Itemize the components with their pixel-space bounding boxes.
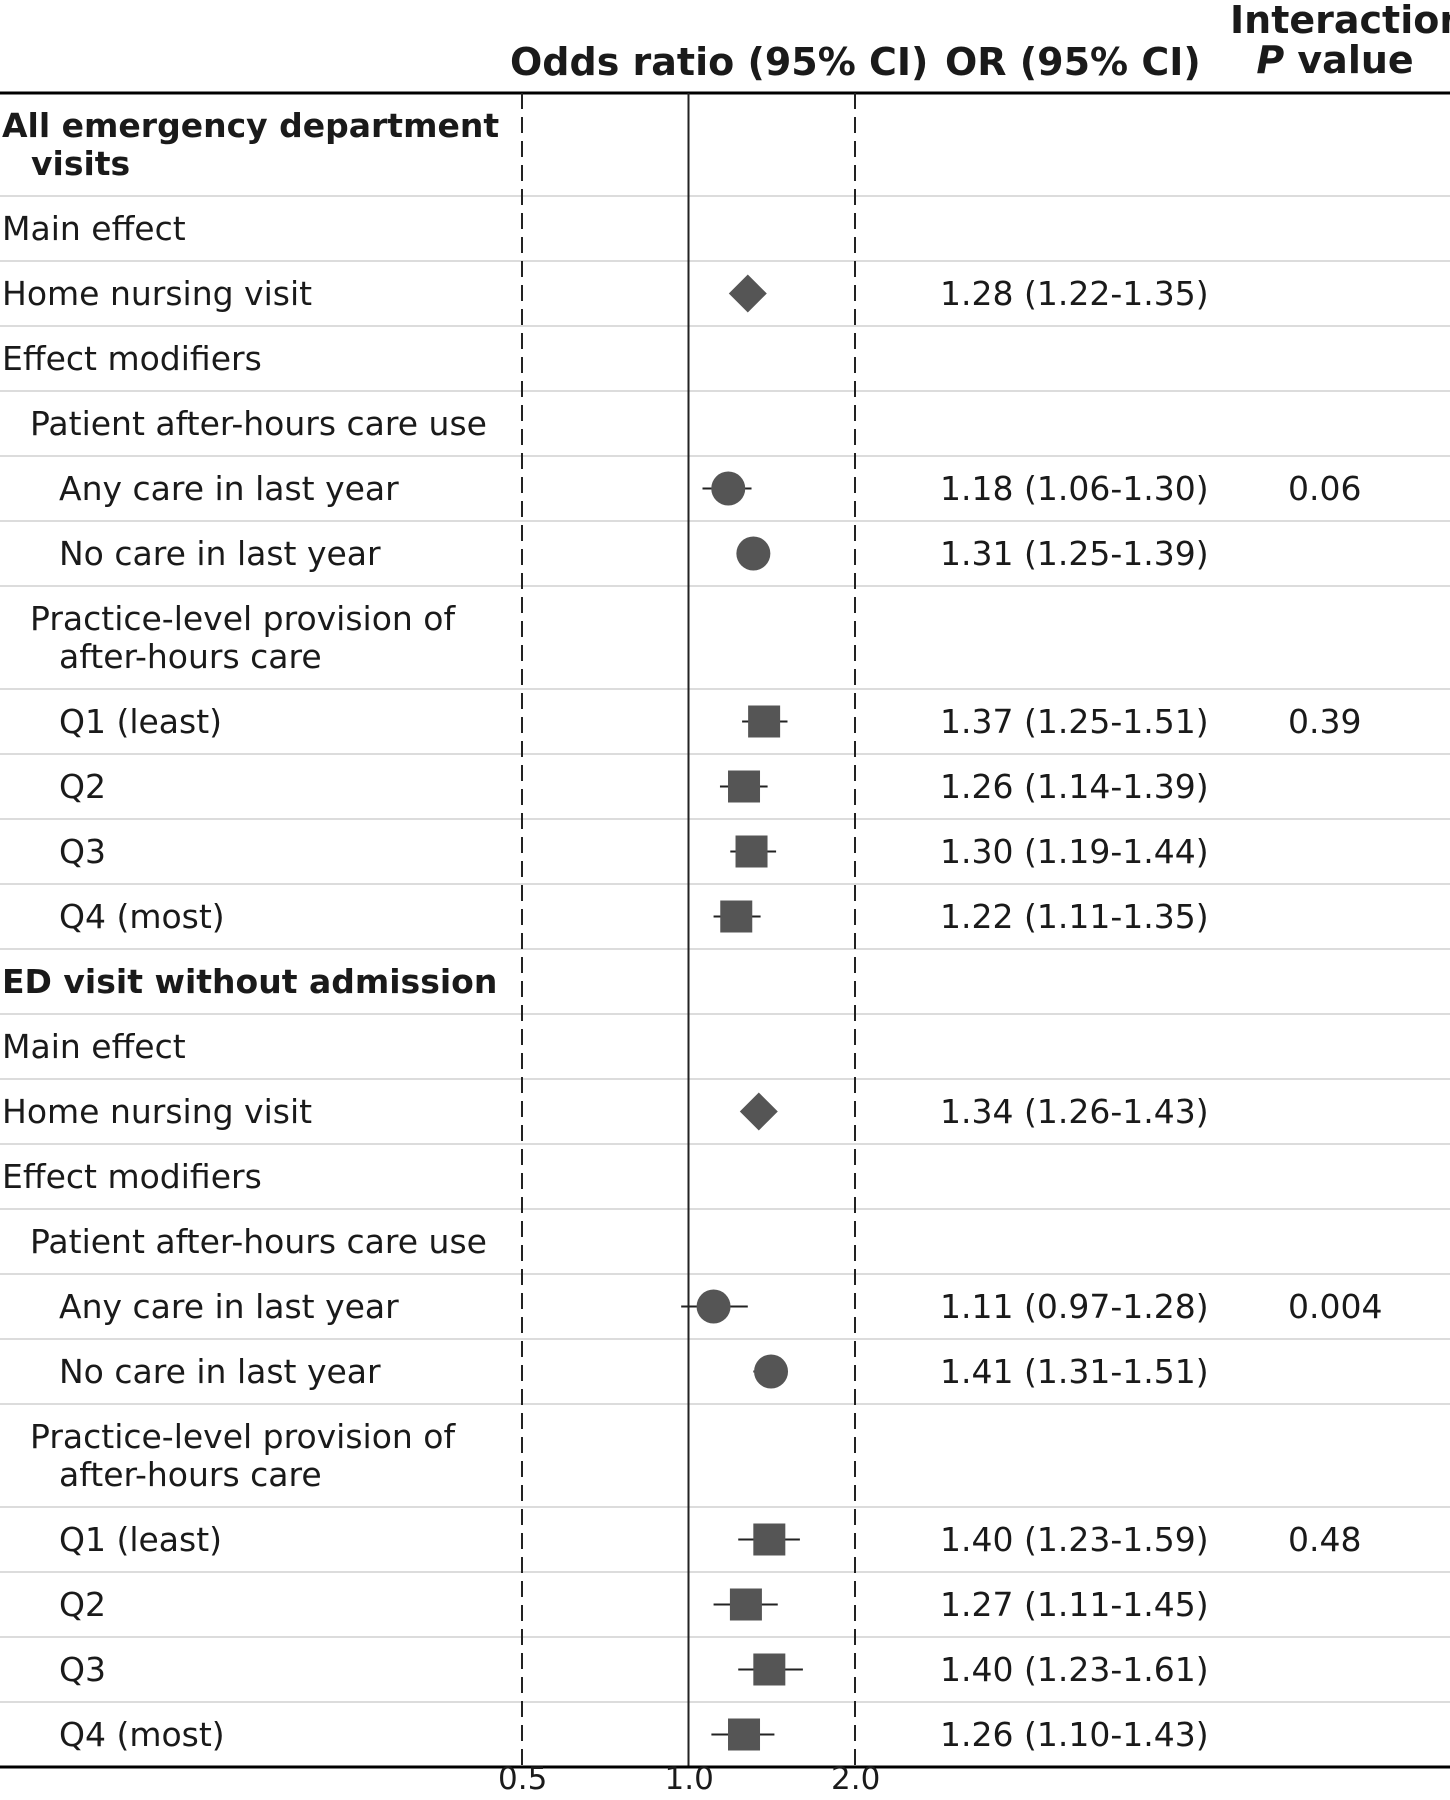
row-label: Any care in last year — [59, 1286, 399, 1326]
point-circle — [736, 536, 771, 571]
or-ci-value: 1.30 (1.19-1.44) — [940, 831, 1209, 871]
header-interaction-p: Interaction P value — [1230, 0, 1450, 80]
point-square — [728, 770, 761, 803]
or-ci-value: 1.40 (1.23-1.59) — [940, 1519, 1209, 1559]
row-label: All emergency department visits — [2, 105, 500, 183]
row-label: Q4 (most) — [59, 1714, 225, 1754]
x-tick-label: 0.5 — [498, 1761, 548, 1797]
or-ci-value: 1.34 (1.26-1.43) — [940, 1091, 1209, 1131]
row-label-line: Effect modifiers — [2, 338, 262, 378]
point-square — [735, 835, 768, 868]
or-ci-value: 1.26 (1.14-1.39) — [940, 766, 1209, 806]
point-circle — [696, 1289, 731, 1324]
or-ci-value: 1.31 (1.25-1.39) — [940, 533, 1209, 573]
point-diamond — [739, 1092, 778, 1131]
point-square — [720, 900, 753, 933]
header-interaction-line1: Interaction — [1230, 0, 1450, 42]
or-ci-value: 1.22 (1.11-1.35) — [940, 896, 1209, 936]
row-label: Q1 (least) — [59, 1519, 223, 1559]
row-label: Practice-level provision of after-hours c… — [30, 598, 456, 676]
row-label-line: ED visit without admission — [2, 961, 498, 1001]
interaction-p-value: 0.48 — [1288, 1519, 1362, 1559]
row-label-line: No care in last year — [59, 1351, 381, 1391]
row-label: Q1 (least) — [59, 701, 223, 741]
row-label-line: Main effect — [2, 1026, 186, 1066]
row-label: Q2 — [59, 766, 106, 806]
or-ci-value: 1.18 (1.06-1.30) — [940, 468, 1209, 508]
row-label-line: Q2 — [59, 1584, 106, 1624]
row-label: Home nursing visit — [2, 273, 313, 313]
point-diamond — [728, 274, 767, 313]
point-square — [729, 1588, 762, 1621]
row-label-line: Home nursing visit — [2, 273, 313, 313]
point-square — [728, 1718, 761, 1751]
row-label-line: Q1 (least) — [59, 1519, 223, 1559]
row-label-line: All emergency department — [2, 105, 500, 145]
row-label-line: Q4 (most) — [59, 896, 225, 936]
row-label-line: Any care in last year — [59, 1286, 399, 1326]
header-value-text: value — [1284, 38, 1414, 82]
row-label: Practice-level provision of after-hours c… — [30, 1416, 456, 1494]
x-tick-label: 2.0 — [831, 1761, 881, 1797]
row-label-line: Patient after-hours care use — [30, 403, 487, 443]
row-label: Q3 — [59, 1649, 106, 1689]
or-ci-value: 1.41 (1.31-1.51) — [940, 1351, 1209, 1391]
row-label-line: Q3 — [59, 831, 106, 871]
or-ci-value: 1.40 (1.23-1.61) — [940, 1649, 1209, 1689]
row-label-line: after-hours care — [59, 636, 322, 676]
row-label-line: Home nursing visit — [2, 1091, 313, 1131]
row-label: Q3 — [59, 831, 106, 871]
row-label: No care in last year — [59, 533, 381, 573]
header-odds-ratio: Odds ratio (95% CI) — [510, 40, 929, 84]
or-ci-value: 1.28 (1.22-1.35) — [940, 273, 1209, 313]
or-ci-value: 1.11 (0.97-1.28) — [940, 1286, 1209, 1326]
row-label-line: No care in last year — [59, 533, 381, 573]
row-label: Home nursing visit — [2, 1091, 313, 1131]
or-ci-value: 1.27 (1.11-1.45) — [940, 1584, 1209, 1624]
row-label: Effect modifiers — [2, 1156, 262, 1196]
header-interaction-line2: P value — [1230, 40, 1440, 80]
point-square — [753, 1653, 786, 1686]
row-label-line: Patient after-hours care use — [30, 1221, 487, 1261]
row-label-line: Practice-level provision of — [30, 598, 456, 638]
x-tick-label: 1.0 — [664, 1761, 714, 1797]
row-label: Q4 (most) — [59, 896, 225, 936]
row-label-line: Any care in last year — [59, 468, 399, 508]
row-label: Patient after-hours care use — [30, 1221, 487, 1261]
header-p-italic: P — [1256, 38, 1285, 82]
interaction-p-value: 0.39 — [1288, 701, 1362, 741]
row-label-line: Main effect — [2, 208, 186, 248]
header-or-ci: OR (95% CI) — [945, 40, 1201, 84]
row-label: Main effect — [2, 208, 186, 248]
row-label: Effect modifiers — [2, 338, 262, 378]
interaction-p-value: 0.06 — [1288, 468, 1362, 508]
row-label: Patient after-hours care use — [30, 403, 487, 443]
or-ci-value: 1.26 (1.10-1.43) — [940, 1714, 1209, 1754]
row-label: Q2 — [59, 1584, 106, 1624]
row-label: ED visit without admission — [2, 961, 498, 1001]
row-label-line: Practice-level provision of — [30, 1416, 456, 1456]
row-label-line: after-hours care — [59, 1454, 322, 1494]
point-circle — [711, 471, 746, 506]
row-label-line: visits — [31, 143, 131, 183]
row-label-line: Q1 (least) — [59, 701, 223, 741]
interaction-p-value: 0.004 — [1288, 1286, 1383, 1326]
or-ci-value: 1.37 (1.25-1.51) — [940, 701, 1209, 741]
row-label: Any care in last year — [59, 468, 399, 508]
row-label-line: Q2 — [59, 766, 106, 806]
row-label: No care in last year — [59, 1351, 381, 1391]
point-square — [748, 705, 781, 738]
row-label-line: Effect modifiers — [2, 1156, 262, 1196]
row-label: Main effect — [2, 1026, 186, 1066]
point-square — [753, 1523, 786, 1556]
point-circle — [754, 1354, 789, 1389]
row-label-line: Q3 — [59, 1649, 106, 1689]
row-label-line: Q4 (most) — [59, 1714, 225, 1754]
